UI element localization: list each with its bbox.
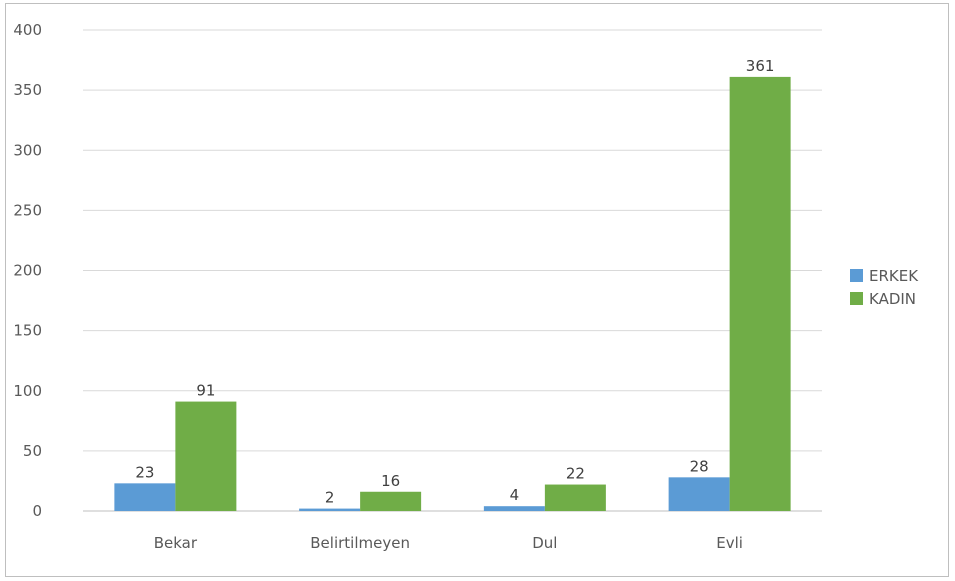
legend-label: KADIN	[869, 290, 916, 308]
category-label: Bekar	[154, 534, 198, 552]
bar-erkek-belirtilmeyen	[299, 508, 361, 511]
y-axis-ticks: 0 50 100 150 200 250 300 350 400	[13, 21, 42, 520]
x-axis-categories: Bekar Belirtilmeyen Dul Evli	[154, 534, 743, 552]
data-label: 2	[325, 489, 335, 507]
legend: ERKEK KADIN	[850, 267, 919, 308]
bar-kadin-dul	[544, 484, 606, 511]
data-labels: 23 91 2 16 4 22 28 361	[135, 57, 774, 507]
data-label: 28	[690, 457, 709, 475]
category-label: Belirtilmeyen	[310, 534, 410, 552]
y-tick-label: 50	[23, 442, 42, 460]
category-label: Dul	[532, 534, 557, 552]
y-tick-label: 300	[13, 141, 42, 159]
y-tick-label: 350	[13, 81, 42, 99]
bar-kadin-bekar	[175, 401, 237, 511]
legend-swatch-erkek	[850, 269, 863, 282]
legend-swatch-kadin	[850, 292, 863, 305]
y-tick-label: 100	[13, 382, 42, 400]
data-label: 22	[566, 465, 585, 483]
y-tick-label: 150	[13, 322, 42, 340]
bar-erkek-evli	[668, 477, 730, 511]
data-label: 4	[510, 486, 520, 504]
bars	[114, 76, 791, 512]
data-label: 16	[381, 472, 400, 490]
bar-erkek-bekar	[114, 483, 176, 511]
y-tick-label: 250	[13, 201, 42, 219]
y-tick-label: 400	[13, 21, 42, 39]
y-tick-label: 200	[13, 262, 42, 280]
data-label: 361	[746, 57, 775, 75]
chart-frame	[5, 3, 949, 577]
legend-label: ERKEK	[869, 267, 919, 285]
bar-erkek-dul	[483, 506, 545, 511]
category-label: Evli	[716, 534, 743, 552]
bar-kadin-belirtilmeyen	[360, 491, 422, 511]
data-label: 91	[196, 382, 215, 400]
y-tick-label: 0	[32, 502, 42, 520]
data-label: 23	[135, 463, 154, 481]
bar-kadin-evli	[729, 76, 791, 512]
